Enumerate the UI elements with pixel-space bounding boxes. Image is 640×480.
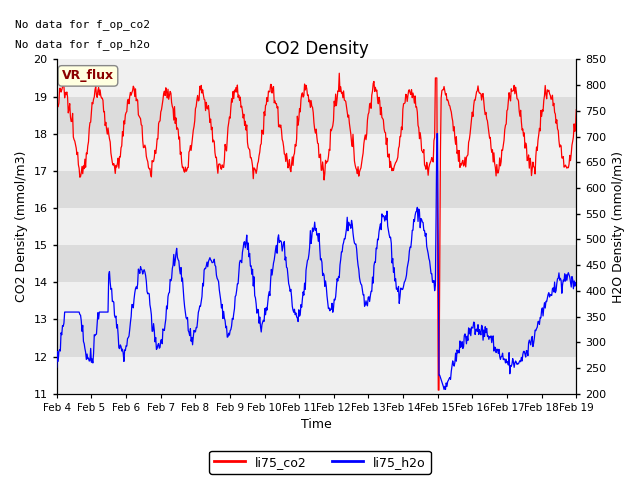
Bar bbox=[57, 133, 576, 171]
X-axis label: Time: Time bbox=[301, 419, 332, 432]
Text: VR_flux: VR_flux bbox=[62, 70, 114, 83]
Bar bbox=[57, 282, 576, 320]
Bar bbox=[57, 60, 576, 96]
Bar bbox=[57, 357, 576, 394]
Title: CO2 Density: CO2 Density bbox=[264, 40, 369, 58]
Bar bbox=[57, 171, 576, 208]
Bar bbox=[57, 208, 576, 245]
Text: No data for f_op_h2o: No data for f_op_h2o bbox=[15, 39, 150, 50]
Y-axis label: H2O Density (mmol/m3): H2O Density (mmol/m3) bbox=[612, 151, 625, 302]
Bar bbox=[57, 245, 576, 282]
Y-axis label: CO2 Density (mmol/m3): CO2 Density (mmol/m3) bbox=[15, 151, 28, 302]
Bar bbox=[57, 320, 576, 357]
Bar bbox=[57, 96, 576, 133]
Legend: li75_co2, li75_h2o: li75_co2, li75_h2o bbox=[209, 451, 431, 474]
Text: No data for f_op_co2: No data for f_op_co2 bbox=[15, 19, 150, 30]
